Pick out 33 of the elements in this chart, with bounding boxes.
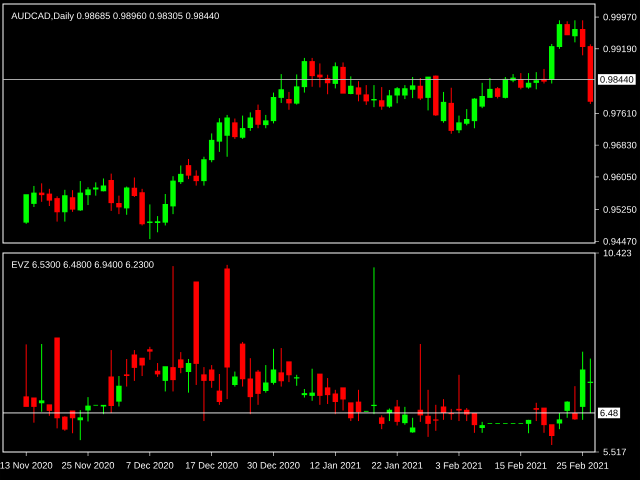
candlestick bbox=[479, 421, 485, 434]
candlestick bbox=[386, 408, 392, 422]
candlestick bbox=[534, 72, 539, 90]
y-tick-label: 0.96830 bbox=[603, 142, 636, 148]
candlestick bbox=[154, 216, 160, 233]
text: AUDCAD,Daily 0.98685 0.98960 0.98305 0.98440 bbox=[11, 12, 219, 21]
y-tick-label: 0.97610 bbox=[603, 110, 636, 117]
x-tick-label: 3 Feb 2021 bbox=[436, 462, 482, 469]
candlestick bbox=[147, 204, 153, 240]
y-tick-label: 5.517 bbox=[603, 448, 626, 456]
x-tick-label: 13 Nov 2020 bbox=[0, 462, 52, 469]
y-tick-label: 0.99970 bbox=[603, 14, 636, 20]
x-tick-label: 22 Jan 2021 bbox=[372, 462, 422, 469]
x-tick-label: 17 Dec 2020 bbox=[186, 462, 238, 469]
x-tick-label: 30 Dec 2020 bbox=[247, 462, 300, 469]
x-tick-label: 25 Nov 2020 bbox=[62, 462, 114, 469]
x-tick-label: 15 Feb 2021 bbox=[495, 462, 547, 469]
candlestick bbox=[464, 108, 470, 126]
y-tick-label: 10.423 bbox=[604, 250, 632, 256]
candlestick bbox=[38, 182, 44, 202]
ref-line-label: 6.48 bbox=[600, 410, 618, 416]
x-tick-label: 12 Jan 2021 bbox=[310, 462, 361, 469]
ref-line-label: 0.98440 bbox=[600, 76, 634, 83]
candlestick bbox=[317, 62, 323, 88]
y-tick-label: 0.96050 bbox=[603, 174, 636, 180]
candlestick bbox=[309, 368, 315, 402]
y-tick-label: 0.99190 bbox=[603, 46, 636, 52]
text: EVZ 6.5300 6.4800 6.9400 6.2300 bbox=[12, 261, 154, 268]
y-tick-label: 0.94470 bbox=[603, 238, 636, 245]
candlestick bbox=[588, 358, 594, 414]
y-tick-label: 0.95250 bbox=[603, 206, 636, 213]
x-tick-label: 25 Feb 2021 bbox=[556, 462, 608, 469]
x-tick-label: 7 Dec 2020 bbox=[126, 462, 174, 469]
